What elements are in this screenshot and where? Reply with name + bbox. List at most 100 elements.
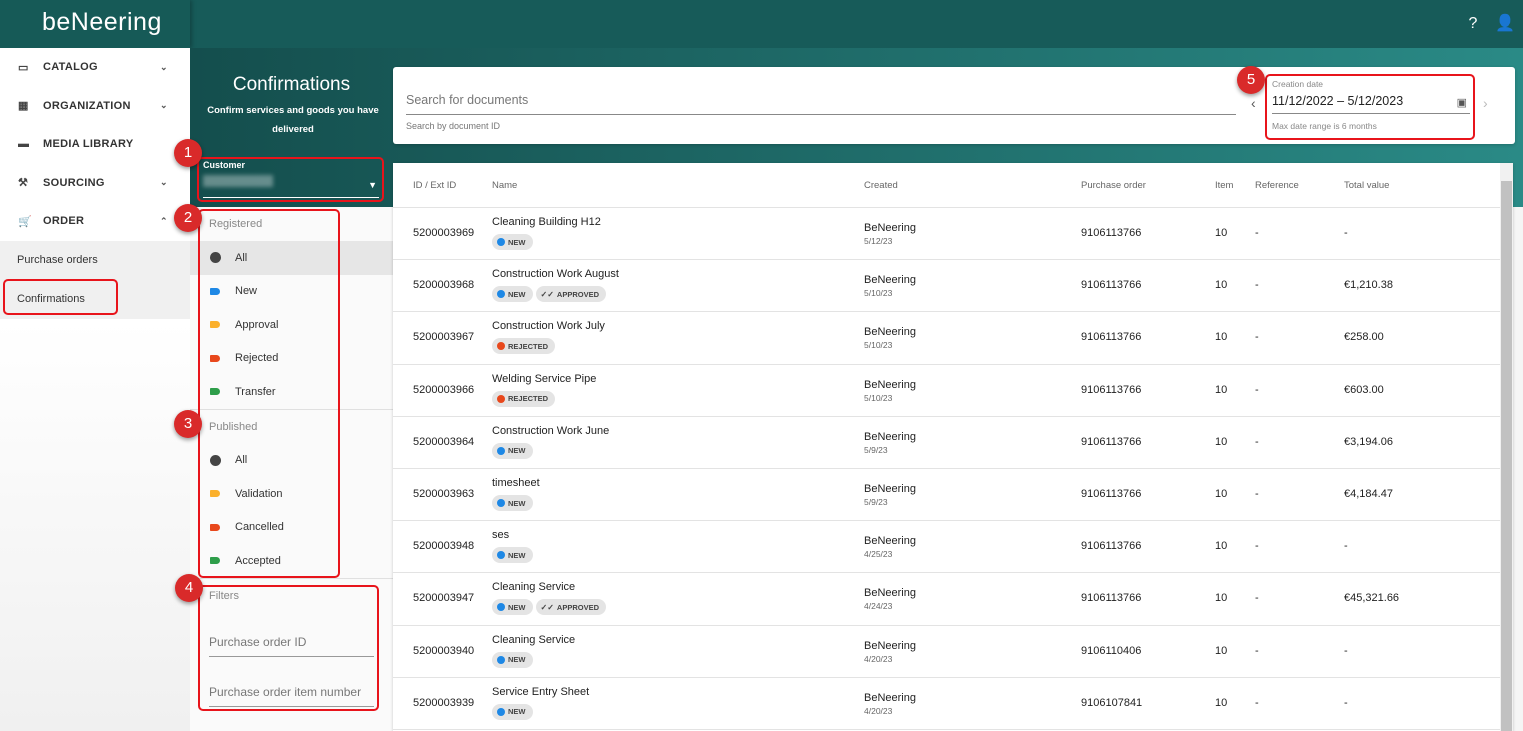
cell-po: 9106107841 [1081,696,1143,709]
previous-range-icon[interactable]: ‹ [1251,95,1256,111]
column-header[interactable]: Name [492,180,518,191]
status-chip-new: NEW [492,599,533,616]
registered-filter-all[interactable]: All [190,241,393,275]
filter-label: Validation [235,487,283,500]
published-filter-validation[interactable]: Validation [190,477,393,511]
annotation-marker: 1 [174,139,202,167]
filters-label: Filters [209,589,239,602]
scrollbar-thumb[interactable] [1501,181,1512,731]
status-chips: NEW [492,495,536,511]
sidebar-item-catalog[interactable]: ▭ CATALOG ⌄ [0,48,190,87]
status-chip-new: NEW [492,442,533,459]
calendar-icon[interactable]: ▣ [1456,97,1467,109]
column-header[interactable]: Total value [1344,180,1390,191]
table-row[interactable]: 5200003964 Construction Work June NEW BeNee… [393,417,1500,469]
chip-label: NEW [508,550,526,560]
status-chips: NEW [492,234,536,250]
cell-po: 9106113766 [1081,279,1142,292]
cell-total: €3,194.06 [1344,435,1393,448]
published-filter-cancelled[interactable]: Cancelled [190,511,393,545]
cell-date: 5/10/23 [864,392,893,403]
filter-panel: Registered All New Approval Rejected Transfer… [190,207,393,731]
cell-id: 5200003963 [413,488,475,500]
sidebar-item-order[interactable]: 🛒 ORDER ⌃ [0,202,190,241]
published-filter-accepted[interactable]: Accepted [190,544,393,578]
cell-po: 9106113766 [1081,435,1142,448]
customer-select[interactable]: Customer ▼ [203,160,379,198]
column-header[interactable]: Purchase order [1081,180,1146,191]
cell-date: 4/20/23 [864,705,893,716]
account-icon[interactable]: 👤 [1495,15,1515,32]
status-chips: REJECTED [492,338,558,355]
gavel-icon: ⚒ [18,177,29,190]
status-dot-icon [497,707,505,716]
table-row[interactable]: 5200003939 Service Entry Sheet NEW BeNeerin… [393,678,1500,730]
label-tag-icon [210,354,220,362]
cell-name: ses [492,529,510,542]
date-range-input[interactable]: 11/12/2022 – 5/12/2023 ▣ [1272,94,1470,114]
logo[interactable]: beNeering [42,8,162,36]
status-chip-new: NEW [492,234,533,250]
registered-filter-rejected[interactable]: Rejected [190,342,393,376]
table-row[interactable]: 5200003966 Welding Service Pipe REJECTED Be… [393,365,1500,417]
registered-filter-transfer[interactable]: Transfer [190,375,393,409]
table-row[interactable]: 5200003969 Cleaning Building H12 NEW BeNeer… [393,208,1500,261]
status-chip-new: NEW [492,286,533,303]
status-dot-icon [497,603,505,612]
customer-value-blurred [203,175,273,187]
cell-item: 10 [1215,383,1228,396]
search-input[interactable]: Search for documents [406,93,1236,115]
table-row[interactable]: 5200003948 ses NEW BeNeering 4/25/23 91061137… [393,521,1500,574]
cell-id: 5200003968 [413,279,475,292]
table-row[interactable]: 5200003940 Cleaning Service NEW BeNeering 4/… [393,626,1500,678]
cell-item: 10 [1215,488,1228,500]
cell-by: BeNeering [864,430,916,443]
label-tag-icon [210,287,220,295]
status-chips: NEW ✓✓ APPROVED [492,286,609,303]
chip-label: NEW [508,602,526,612]
status-chip-new: NEW [492,703,533,720]
table-row[interactable]: 5200003947 Cleaning Service NEW ✓✓ APPROVED B… [393,573,1500,626]
sidebar-item-label: CATALOG [43,61,98,74]
cell-name: Cleaning Service [492,581,576,594]
column-header[interactable]: Item [1215,180,1234,191]
sidebar-item-sourcing[interactable]: ⚒ SOURCING ⌄ [0,164,190,203]
purchase-order-id-input[interactable]: Purchase order ID [209,627,374,657]
cell-by: BeNeering [864,639,916,652]
cell-date: 5/9/23 [864,497,888,507]
cell-name: Construction Work June [492,424,610,437]
annotation-box [198,209,340,578]
column-header[interactable]: Created [864,180,898,191]
dropdown-arrow-icon: ▼ [368,180,377,190]
scrollbar[interactable] [1500,163,1513,731]
purchase-order-item-input[interactable]: Purchase order item number [209,677,374,707]
sidebar-subitem-confirmations[interactable]: Confirmations [0,279,190,319]
annotation-box [3,279,118,315]
help-icon[interactable]: ? [1468,15,1478,32]
cell-by: BeNeering [864,326,916,339]
status-chips: NEW [492,703,536,720]
table-row[interactable]: 5200003967 Construction Work July REJECTED… [393,312,1500,365]
table-row[interactable]: 5200003963 timesheet NEW BeNeering 5/9/23 910… [393,469,1500,522]
filter-label: Transfer [235,385,276,398]
column-header[interactable]: ID / Ext ID [413,180,457,191]
status-chips: NEW [492,651,536,668]
globe-icon [210,252,221,264]
cell-date: 5/10/23 [864,288,893,299]
cell-id: 5200003964 [413,435,475,448]
registered-filter-approval[interactable]: Approval [190,308,393,342]
cell-name: timesheet [492,477,540,489]
status-dot-icon [497,238,505,246]
published-filter-all[interactable]: All [190,444,393,478]
sidebar-subitem-purchase-orders[interactable]: Purchase orders [0,240,190,280]
next-range-icon[interactable]: › [1483,95,1488,111]
label-tag-icon [210,490,220,498]
chip-label: NEW [508,707,526,717]
table-row[interactable]: 5200003968 Construction Work August NEW ✓✓ A… [393,260,1500,313]
column-header[interactable]: Reference [1255,180,1299,191]
registered-filter-new[interactable]: New [190,275,393,309]
filter-label: New [235,285,258,298]
sidebar-item-label: MEDIA LIBRARY [43,138,134,151]
sidebar-item-media-library[interactable]: ▬ MEDIA LIBRARY [0,125,190,164]
sidebar-item-organization[interactable]: ▦ ORGANIZATION ⌄ [0,87,190,126]
